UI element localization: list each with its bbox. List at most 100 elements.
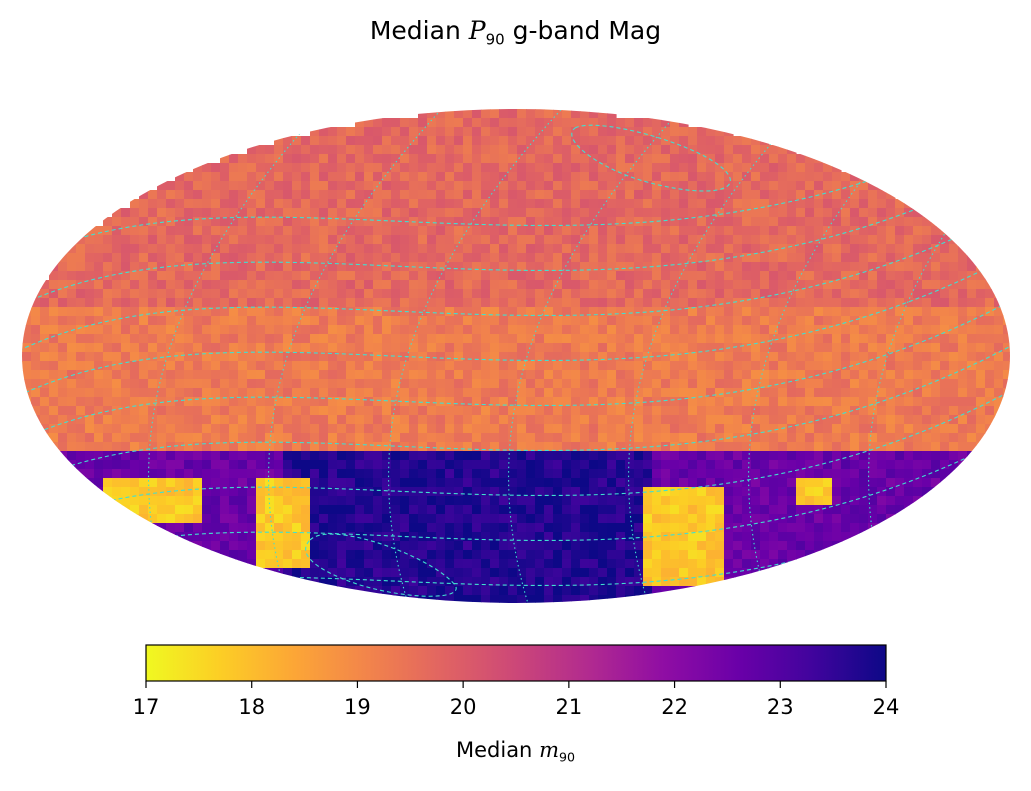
map-pixel [544, 550, 554, 560]
map-pixel [220, 487, 230, 497]
map-pixel [139, 397, 149, 407]
map-pixel [625, 559, 635, 569]
map-pixel [553, 460, 563, 470]
map-pixel [130, 415, 140, 425]
map-pixel [148, 487, 158, 497]
map-pixel [472, 190, 482, 200]
map-pixel [742, 505, 752, 515]
map-pixel [931, 217, 941, 227]
map-pixel [535, 118, 545, 128]
map-pixel [796, 397, 806, 407]
map-pixel [841, 226, 851, 236]
map-pixel [292, 370, 302, 380]
map-pixel [805, 172, 815, 182]
map-pixel [292, 208, 302, 218]
map-pixel [796, 550, 806, 560]
map-pixel [166, 253, 176, 263]
map-pixel [571, 370, 581, 380]
map-pixel [526, 109, 536, 119]
map-pixel [688, 415, 698, 425]
map-pixel [256, 307, 266, 317]
map-pixel [940, 343, 950, 353]
map-pixel [427, 235, 437, 245]
map-pixel [211, 163, 221, 173]
map-pixel [418, 388, 428, 398]
map-pixel [976, 361, 986, 371]
map-pixel [571, 478, 581, 488]
map-pixel [913, 325, 923, 335]
map-pixel [652, 595, 662, 603]
map-pixel [229, 370, 239, 380]
map-pixel [337, 415, 347, 425]
map-pixel [805, 541, 815, 551]
map-pixel [157, 325, 167, 335]
map-pixel [418, 262, 428, 272]
map-pixel [724, 460, 734, 470]
map-pixel [418, 433, 428, 443]
map-pixel [283, 199, 293, 209]
map-pixel [229, 244, 239, 254]
map-pixel [850, 469, 860, 479]
map-pixel [130, 397, 140, 407]
map-pixel [463, 307, 473, 317]
map-pixel [418, 253, 428, 263]
map-pixel [616, 307, 626, 317]
map-pixel [823, 361, 833, 371]
map-pixel [166, 406, 176, 416]
map-pixel [382, 136, 392, 146]
map-pixel [274, 145, 284, 155]
map-pixel [130, 280, 140, 290]
map-pixel [562, 217, 572, 227]
map-pixel [931, 253, 941, 263]
map-pixel [499, 172, 509, 182]
map-pixel [805, 496, 815, 506]
map-pixel [220, 280, 230, 290]
map-pixel [850, 361, 860, 371]
map-pixel [562, 172, 572, 182]
map-pixel [508, 559, 518, 569]
map-pixel [904, 244, 914, 254]
map-pixel [427, 298, 437, 308]
map-pixel [184, 451, 194, 461]
map-pixel [625, 532, 635, 542]
map-pixel [211, 487, 221, 497]
map-pixel [634, 199, 644, 209]
map-pixel [229, 208, 239, 218]
map-pixel [940, 352, 950, 362]
map-pixel [139, 460, 149, 470]
map-pixel [184, 208, 194, 218]
map-pixel [139, 370, 149, 380]
map-pixel [661, 361, 671, 371]
map-pixel [391, 325, 401, 335]
map-pixel [283, 451, 293, 461]
map-pixel [706, 433, 716, 443]
map-pixel [355, 586, 365, 596]
map-pixel [58, 388, 68, 398]
map-pixel [517, 496, 527, 506]
map-pixel [436, 442, 446, 452]
map-pixel [787, 280, 797, 290]
map-pixel [877, 478, 887, 488]
map-pixel [544, 334, 554, 344]
map-pixel [238, 460, 248, 470]
map-pixel [364, 190, 374, 200]
map-pixel [670, 280, 680, 290]
map-pixel [238, 154, 248, 164]
map-pixel [589, 433, 599, 443]
map-pixel [247, 271, 257, 281]
map-pixel [724, 190, 734, 200]
map-pixel [544, 523, 554, 533]
map-pixel [139, 244, 149, 254]
map-pixel [355, 559, 365, 569]
map-pixel [841, 343, 851, 353]
colorbar-tick-label-21: 21 [555, 695, 582, 719]
map-pixel [409, 415, 419, 425]
map-pixel [508, 550, 518, 560]
map-pixel [841, 505, 851, 515]
map-pixel [238, 262, 248, 272]
map-pixel [490, 244, 500, 254]
map-pixel [571, 226, 581, 236]
map-pixel [292, 478, 302, 488]
map-pixel [670, 379, 680, 389]
map-pixel [211, 172, 221, 182]
